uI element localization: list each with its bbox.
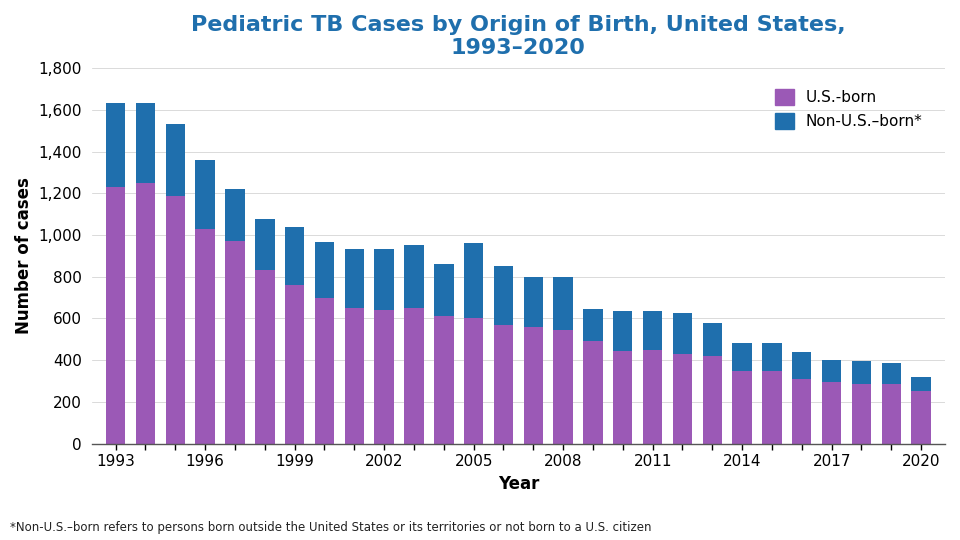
Bar bbox=[166, 124, 185, 197]
Bar bbox=[345, 308, 364, 444]
Legend: U.S.-born, Non-U.S.–born*: U.S.-born, Non-U.S.–born* bbox=[769, 83, 929, 135]
Bar bbox=[106, 187, 126, 444]
Bar bbox=[673, 354, 692, 444]
Bar bbox=[523, 276, 543, 327]
Bar bbox=[584, 309, 603, 341]
Bar bbox=[285, 285, 304, 444]
Bar bbox=[881, 384, 901, 444]
Bar bbox=[434, 264, 453, 316]
Bar bbox=[822, 360, 841, 382]
Bar bbox=[911, 377, 931, 392]
Bar bbox=[135, 103, 156, 183]
Bar bbox=[315, 298, 334, 444]
Bar bbox=[584, 341, 603, 444]
Bar bbox=[434, 316, 453, 444]
Bar bbox=[613, 351, 633, 444]
Bar bbox=[792, 352, 811, 379]
Bar bbox=[374, 310, 394, 444]
Text: *Non-U.S.–born refers to persons born outside the United States or its territori: *Non-U.S.–born refers to persons born ou… bbox=[10, 521, 651, 534]
Bar bbox=[285, 227, 304, 285]
Title: Pediatric TB Cases by Origin of Birth, United States,
1993–2020: Pediatric TB Cases by Origin of Birth, U… bbox=[191, 15, 846, 58]
Bar bbox=[315, 242, 334, 298]
Bar bbox=[196, 160, 215, 229]
Bar bbox=[523, 327, 543, 444]
Bar bbox=[464, 244, 483, 319]
Bar bbox=[404, 308, 423, 444]
Bar bbox=[852, 384, 871, 444]
Bar bbox=[493, 325, 514, 444]
Bar bbox=[166, 197, 185, 444]
Bar bbox=[255, 271, 275, 444]
X-axis label: Year: Year bbox=[497, 475, 540, 492]
Bar bbox=[464, 319, 483, 444]
Bar bbox=[643, 311, 662, 350]
Bar bbox=[881, 363, 901, 384]
Bar bbox=[703, 356, 722, 444]
Bar bbox=[135, 183, 156, 444]
Bar bbox=[345, 248, 364, 308]
Bar bbox=[106, 103, 126, 187]
Y-axis label: Number of cases: Number of cases bbox=[15, 178, 33, 334]
Bar bbox=[226, 189, 245, 241]
Bar bbox=[732, 343, 752, 370]
Bar bbox=[822, 382, 841, 444]
Bar bbox=[404, 245, 423, 308]
Bar bbox=[643, 350, 662, 444]
Bar bbox=[374, 248, 394, 310]
Bar bbox=[762, 343, 781, 370]
Bar bbox=[554, 276, 573, 330]
Bar bbox=[613, 311, 633, 351]
Bar bbox=[762, 370, 781, 444]
Bar bbox=[673, 313, 692, 354]
Bar bbox=[196, 229, 215, 444]
Bar bbox=[703, 322, 722, 356]
Bar bbox=[255, 219, 275, 271]
Bar bbox=[732, 370, 752, 444]
Bar bbox=[792, 379, 811, 444]
Bar bbox=[852, 361, 871, 384]
Bar bbox=[226, 241, 245, 444]
Bar bbox=[554, 330, 573, 444]
Bar bbox=[911, 392, 931, 444]
Bar bbox=[493, 266, 514, 325]
